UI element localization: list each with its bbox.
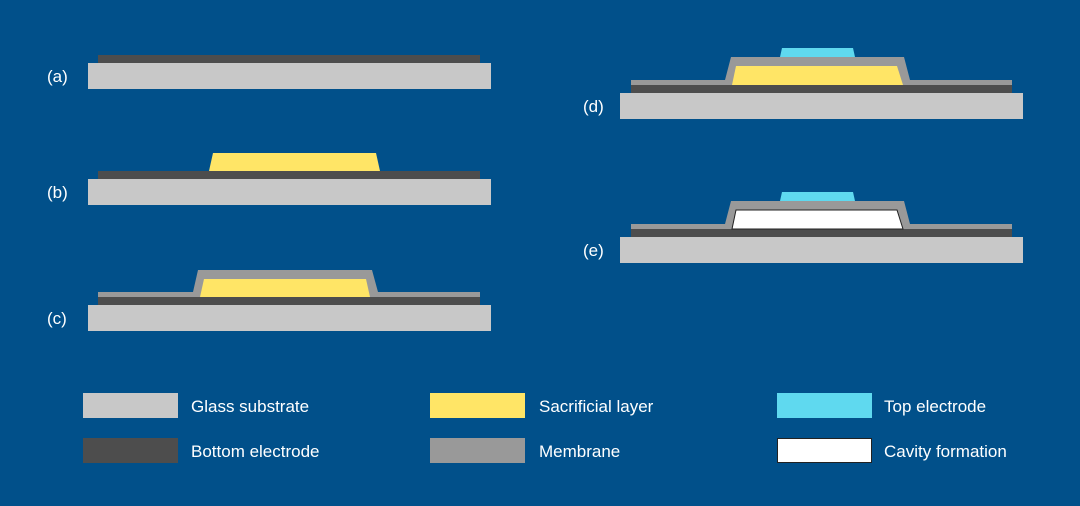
bottom-electrode (631, 84, 1012, 93)
step-label: (b) (47, 183, 68, 202)
legend-swatch-sacrificial-layer (430, 393, 525, 418)
step-d: (d) (583, 48, 1023, 119)
step-label: (e) (583, 241, 604, 260)
cavity (731, 209, 904, 230)
legend-label: Membrane (539, 442, 620, 461)
step-a: (a) (47, 55, 491, 89)
legend-label: Sacrificial layer (539, 397, 654, 416)
glass-substrate (88, 63, 491, 89)
step-b: (b) (47, 153, 491, 205)
legend-swatch-top-electrode (777, 393, 872, 418)
sacrificial-layer (732, 66, 903, 85)
step-c: (c) (47, 270, 491, 331)
sacrificial-layer (209, 153, 380, 171)
legend-label: Cavity formation (884, 442, 1007, 461)
legend-swatch-membrane (430, 438, 525, 463)
legend-swatch-glass-substrate (83, 393, 178, 418)
legend-swatch-bottom-electrode (83, 438, 178, 463)
bottom-electrode (631, 228, 1012, 237)
sacrificial-layer (200, 279, 370, 297)
glass-substrate (88, 305, 491, 331)
legend-label: Bottom electrode (191, 442, 320, 461)
glass-substrate (620, 93, 1023, 119)
bottom-electrode (98, 171, 480, 179)
legend: Glass substrate Sacrificial layer Top el… (83, 393, 1007, 463)
step-label: (c) (47, 309, 67, 328)
step-label: (d) (583, 97, 604, 116)
legend-swatch-cavity (777, 438, 872, 463)
bottom-electrode (98, 55, 480, 63)
bottom-electrode (98, 296, 480, 305)
glass-substrate (620, 237, 1023, 263)
step-e: (e) (583, 192, 1023, 263)
top-electrode (780, 192, 855, 201)
legend-label: Glass substrate (191, 397, 309, 416)
top-electrode (780, 48, 855, 57)
legend-label: Top electrode (884, 397, 986, 416)
step-label: (a) (47, 67, 68, 86)
glass-substrate (88, 179, 491, 205)
